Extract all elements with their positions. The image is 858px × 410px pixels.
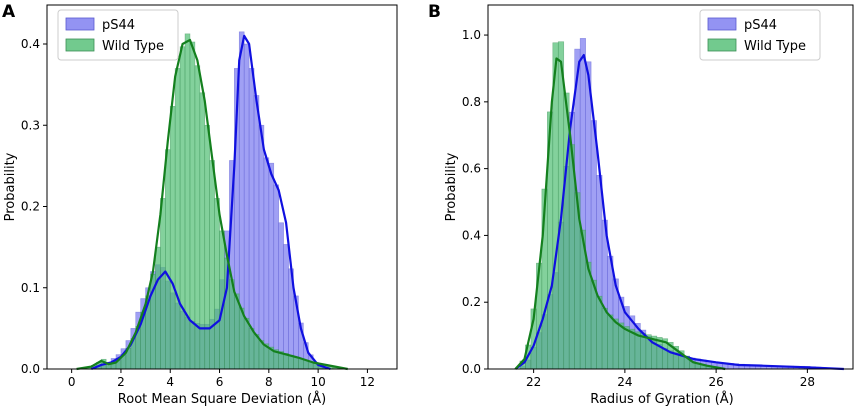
y-tick-label: 0.4 — [21, 37, 40, 51]
wild-type-kde-line — [76, 38, 348, 371]
histogram-bar — [278, 222, 284, 370]
histogram-bar — [585, 261, 592, 370]
y-axis-label: Probability — [444, 152, 459, 221]
x-tick-label: 26 — [708, 375, 723, 389]
histogram-bar — [253, 334, 260, 370]
y-tick-label: 0.3 — [21, 118, 40, 132]
x-tick-label: 22 — [526, 375, 541, 389]
x-tick-label: 10 — [310, 375, 325, 389]
histogram-bar — [293, 356, 299, 370]
legend-swatch — [707, 38, 737, 52]
panel-label: B — [428, 2, 441, 22]
legend-swatch — [65, 17, 95, 31]
histogram-bar — [248, 328, 255, 370]
x-tick-label: 0 — [68, 375, 76, 389]
legend: pS44 Wild Type — [699, 9, 821, 61]
wild-type-histogram — [86, 33, 344, 370]
histogram-bar — [634, 331, 641, 370]
histogram-bar — [612, 318, 619, 370]
y-tick-label: 0.6 — [462, 162, 481, 176]
ps44-kde-line — [90, 34, 331, 371]
histogram-bar — [273, 184, 279, 370]
y-tick-label: 1.0 — [462, 28, 481, 42]
histogram-bar — [179, 46, 186, 370]
wild-type-kde-line — [514, 57, 726, 371]
histogram-bar — [268, 162, 275, 370]
legend: pS44 Wild Type — [57, 9, 179, 61]
histogram-bar — [155, 246, 161, 370]
legend-swatch — [65, 38, 95, 52]
histogram-bar — [640, 333, 647, 370]
x-axis-label: Root Mean Square Deviation (Å) — [118, 391, 326, 407]
histogram-bar — [214, 198, 220, 370]
x-axis-label: Radius of Gyration (Å) — [590, 391, 734, 407]
histogram-bar — [563, 92, 570, 370]
y-tick-label: 0.0 — [21, 362, 40, 376]
legend-entry: pS44 — [744, 18, 777, 33]
x-tick-label: 28 — [800, 375, 815, 389]
y-tick-label: 0.4 — [462, 228, 481, 242]
histogram-bar — [234, 293, 240, 370]
histogram-bar — [283, 244, 289, 370]
panel-label: A — [2, 2, 16, 22]
y-tick-label: 0.0 — [462, 362, 481, 376]
histogram-bar — [204, 124, 210, 370]
y-tick-label: 0.2 — [462, 295, 481, 309]
y-tick-label: 0.2 — [21, 200, 40, 214]
histogram-bar — [243, 317, 250, 370]
histogram-bar — [623, 326, 630, 370]
histogram-bar — [607, 314, 614, 370]
y-tick-label: 0.1 — [21, 281, 40, 295]
histogram-bar — [165, 149, 171, 370]
legend-entry: pS44 — [102, 18, 135, 33]
ps44-kde-line — [514, 53, 844, 371]
legend-entry: Wild Type — [102, 39, 164, 54]
x-tick-label: 2 — [117, 375, 125, 389]
histogram-bar — [229, 279, 235, 370]
x-tick-label: 12 — [360, 375, 375, 389]
histogram-bar — [209, 160, 215, 370]
histogram-bar — [596, 295, 603, 370]
x-tick-label: 8 — [265, 375, 273, 389]
panel-b: B 22 24 26 28 0.0 0.2 0.4 0.6 0.8 1.0 pS44 Wild Typ… — [428, 2, 854, 407]
histogram-bar — [238, 307, 245, 370]
histogram-bar — [253, 95, 260, 370]
histogram-bar — [174, 68, 181, 370]
y-tick-label: 0.8 — [462, 95, 481, 109]
x-tick-label: 24 — [617, 375, 632, 389]
histogram-bar — [629, 328, 636, 370]
plot-area-radius-gyration: 22 24 26 28 0.0 0.2 0.4 0.6 0.8 1.0 pS44 Wild Type — [462, 4, 854, 389]
axes-frame — [487, 4, 854, 370]
histogram-bar — [160, 198, 166, 370]
axes-frame — [46, 4, 398, 370]
histogram-bar — [169, 105, 176, 370]
histogram-bar — [601, 307, 608, 370]
legend-entry: Wild Type — [744, 39, 806, 54]
legend-swatch — [707, 17, 737, 31]
plot-area-rmsd: 0 2 4 6 8 10 12 0.0 0.1 0.2 0.3 0.4 pS44 Wild Type — [21, 4, 398, 389]
histogram-bar — [618, 322, 625, 370]
histogram-bar — [263, 157, 270, 370]
histogram-bar — [258, 124, 265, 370]
x-tick-label: 6 — [216, 375, 224, 389]
y-axis-label: Probability — [3, 152, 18, 221]
x-tick-label: 4 — [166, 375, 174, 389]
